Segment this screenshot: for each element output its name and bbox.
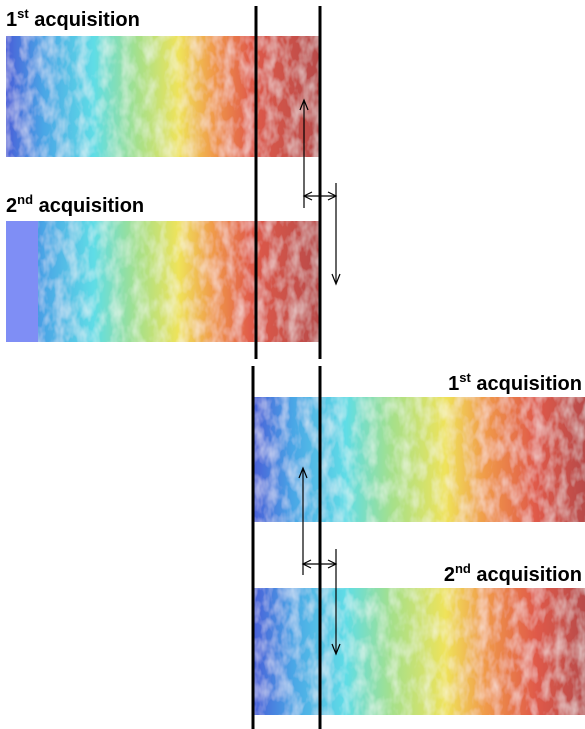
label-part: 2 xyxy=(6,195,17,217)
label-part: acquisition xyxy=(476,564,582,586)
label: 1st acquisition xyxy=(448,365,582,395)
label-part: st xyxy=(459,370,471,385)
label: 2nd acquisition xyxy=(444,556,582,586)
label-part: 1 xyxy=(448,373,459,395)
label-part: acquisition xyxy=(34,9,140,31)
acquisition-bar xyxy=(6,36,320,157)
label-part: 1 xyxy=(6,9,17,31)
label-part: nd xyxy=(455,561,471,576)
label-part: 2 xyxy=(444,564,455,586)
acquisition-bar xyxy=(253,397,585,522)
label: 1st acquisition xyxy=(6,1,140,31)
arrows xyxy=(298,466,341,656)
label-part: acquisition xyxy=(39,195,145,217)
acquisition-bar xyxy=(253,588,585,715)
label: 2nd acquisition xyxy=(6,187,144,217)
blank-strip xyxy=(6,221,38,342)
label-part: acquisition xyxy=(476,373,582,395)
acquisition-bar xyxy=(6,221,320,342)
arrows xyxy=(299,98,341,286)
label-part: st xyxy=(17,6,29,21)
label-part: nd xyxy=(17,192,33,207)
